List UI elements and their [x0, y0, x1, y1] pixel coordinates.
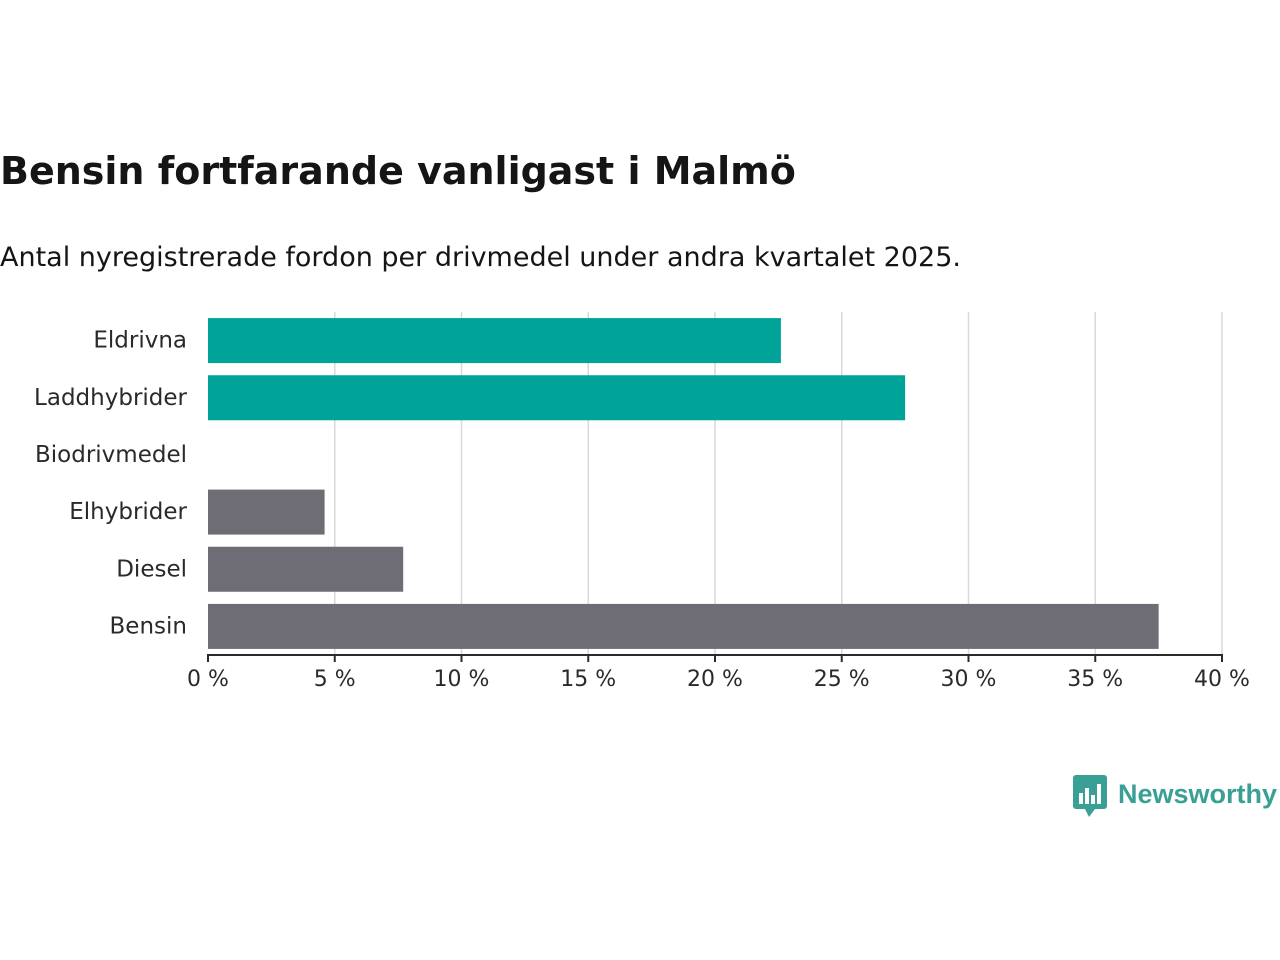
bar-elhybrider [208, 489, 325, 535]
category-labels: Eldrivna Laddhybrider Biodrivmedel Elhybrid… [34, 328, 187, 640]
category-label: Laddhybrider [34, 385, 187, 411]
x-tick-label: 15 % [560, 667, 616, 692]
category-label: Bensin [110, 613, 187, 639]
bar-diesel [208, 546, 404, 592]
category-label: Elhybrider [69, 499, 187, 525]
category-label: Diesel [116, 556, 187, 582]
x-tick-label: 40 % [1194, 667, 1250, 692]
x-tick-label: 5 % [314, 667, 356, 692]
x-tick-label: 10 % [434, 667, 490, 692]
x-tick-label: 0 % [187, 667, 229, 692]
x-axis: 0 % 5 % 10 % 15 % 20 % 25 % 30 % 35 % 40 % [187, 654, 1250, 692]
bar-laddhybrider [208, 375, 906, 421]
x-tick-label: 35 % [1067, 667, 1123, 692]
x-tick-label: 25 % [814, 667, 870, 692]
newsworthy-logo-icon [1073, 775, 1107, 817]
newsworthy-brand: Newsworthy [1073, 775, 1277, 819]
bars [208, 318, 1159, 649]
x-tick-label: 20 % [687, 667, 743, 692]
chart-subtitle: Antal nyregistrerade fordon per drivmede… [0, 242, 961, 273]
x-tick-label: 30 % [941, 667, 997, 692]
bar-bensin [208, 603, 1159, 649]
gridlines [334, 312, 1223, 655]
chart-title: Bensin fortfarande vanligast i Malmö [0, 149, 796, 193]
brand-name: Newsworthy [1118, 779, 1278, 809]
category-label: Biodrivmedel [35, 442, 187, 468]
bar-eldrivna [208, 318, 781, 364]
category-label: Eldrivna [93, 328, 187, 354]
